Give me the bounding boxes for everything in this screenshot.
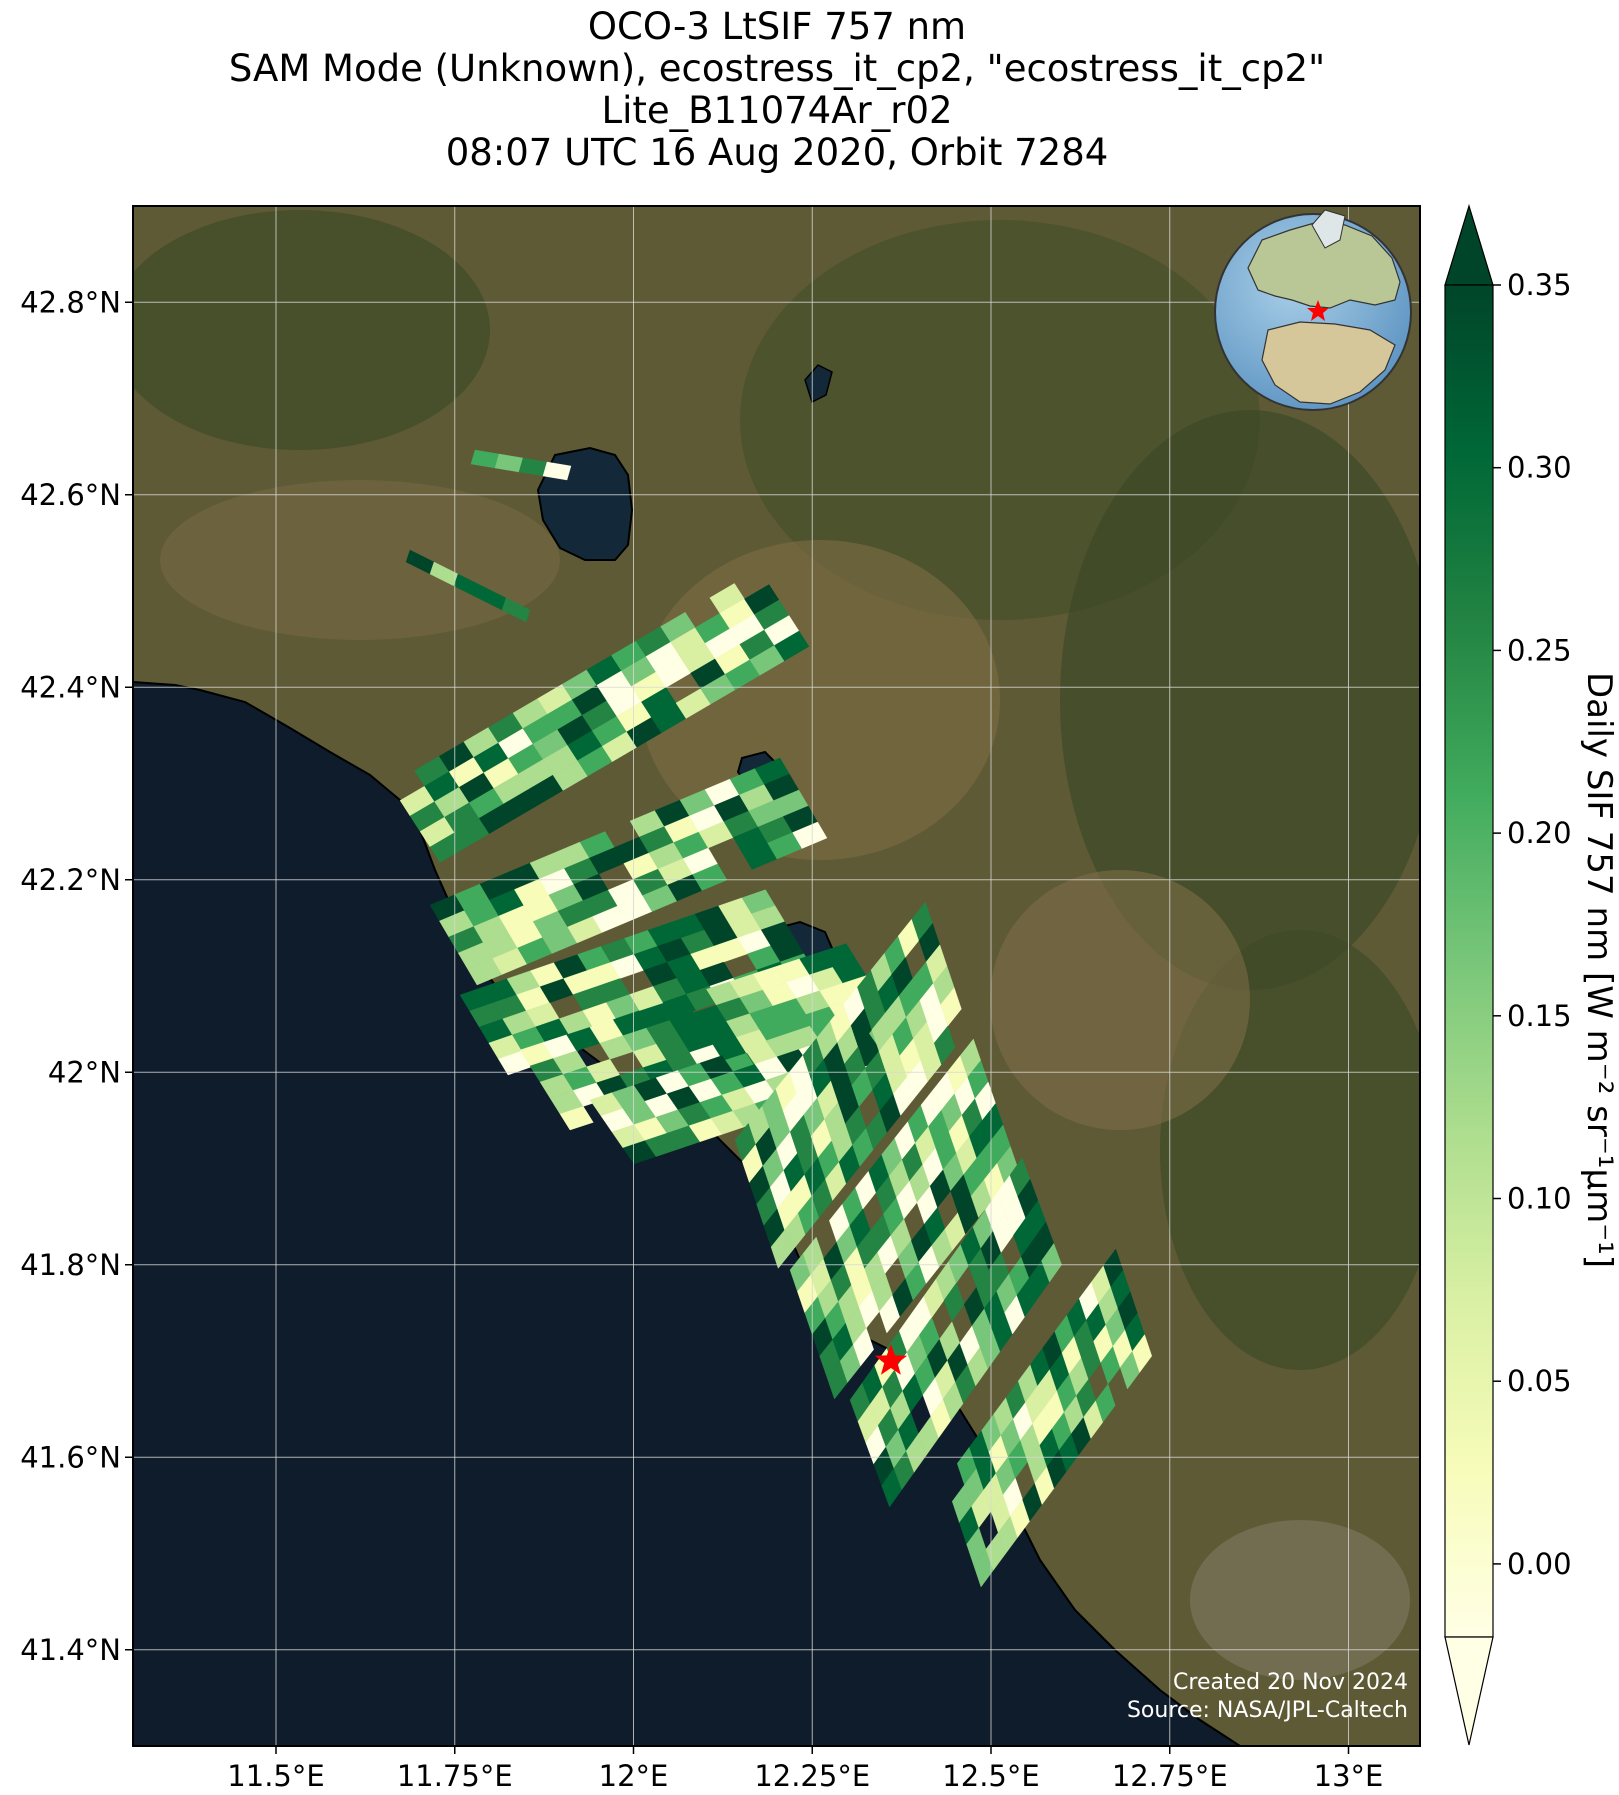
sif-sounding	[542, 461, 572, 481]
mountain-terrain	[1060, 410, 1420, 990]
title-line-1: OCO-3 LtSIF 757 nm	[587, 5, 967, 48]
sif-sounding	[1095, 1383, 1116, 1423]
lon-tick-label: 11.5°E	[227, 1759, 324, 1793]
colorbar-ticks: 0.35 0.30 0.25 0.20 0.15 0.10 0.05 0.00	[1493, 268, 1572, 1581]
colorbar: 0.35 0.30 0.25 0.20 0.15 0.10 0.05 0.00 Daily S…	[1444, 203, 1619, 1746]
sif-sounding	[852, 1327, 874, 1367]
valley-terrain	[990, 870, 1250, 1130]
colorbar-tick-label: 0.05	[1507, 1364, 1572, 1398]
globe-inset	[1214, 209, 1412, 411]
sif-sounding	[774, 630, 810, 662]
latitude-axis: 42.8°N 42.6°N 42.4°N 42.2°N 42°N 41.8°N 41.6°N…	[20, 285, 133, 1667]
lat-tick-label: 42.2°N	[20, 863, 121, 897]
lat-tick-label: 41.6°N	[20, 1440, 121, 1474]
colorbar-tick-label: 0.00	[1507, 1547, 1572, 1581]
title-line-3: Lite_B11074Ar_r02	[601, 89, 953, 132]
lat-tick-label: 41.4°N	[20, 1633, 121, 1667]
lat-tick-label: 42.6°N	[20, 478, 121, 512]
map-area: Created 20 Nov 2024 Source: NASA/JPL-Cal…	[133, 206, 1420, 1746]
colorbar-extend-top	[1444, 203, 1494, 286]
mountain-terrain	[133, 210, 490, 450]
colorbar-tick-label: 0.35	[1507, 268, 1572, 302]
lon-tick-label: 13°E	[1314, 1759, 1384, 1793]
colorbar-tick-label: 0.25	[1507, 633, 1572, 667]
lon-tick-label: 12.5°E	[942, 1759, 1039, 1793]
target-star-icon	[874, 1344, 908, 1375]
credit-source: Source: NASA/JPL-Caltech	[1127, 1698, 1408, 1723]
credit-created: Created 20 Nov 2024	[1173, 1670, 1408, 1695]
sif-sounding	[501, 597, 531, 623]
lon-tick-label: 12.75°E	[1112, 1759, 1228, 1793]
lon-tick-label: 12°E	[599, 1759, 669, 1793]
lat-tick-label: 42.4°N	[20, 670, 121, 704]
colorbar-body	[1444, 284, 1494, 1638]
lat-tick-label: 41.8°N	[20, 1248, 121, 1282]
lon-tick-label: 12.25°E	[754, 1759, 870, 1793]
title-line-4: 08:07 UTC 16 Aug 2020, Orbit 7284	[445, 131, 1109, 174]
colorbar-tick-label: 0.10	[1507, 1182, 1572, 1216]
valley-terrain	[160, 480, 560, 640]
sif-soundings	[399, 449, 1153, 1588]
lat-tick-label: 42.8°N	[20, 285, 121, 319]
colorbar-tick-label: 0.30	[1507, 451, 1572, 485]
target-marker	[874, 1344, 908, 1375]
colorbar-tick-label: 0.20	[1507, 816, 1572, 850]
lon-tick-label: 11.75°E	[397, 1759, 513, 1793]
colorbar-label: Daily SIF 757 nm [W m⁻² sr⁻¹μm⁻¹]	[1579, 672, 1619, 1268]
longitude-axis: 11.5°E 11.75°E 12°E 12.25°E 12.5°E 12.75°E 13°…	[227, 1746, 1383, 1793]
title-line-2: SAM Mode (Unknown), ecostress_it_cp2, "e…	[228, 47, 1326, 90]
globe-africa-land	[1261, 321, 1396, 405]
globe-europe-land	[1247, 221, 1401, 309]
sif-sounding	[933, 1025, 956, 1065]
lat-tick-label: 42°N	[48, 1055, 121, 1089]
sif-sounding	[940, 987, 962, 1027]
sif-sounding	[559, 1106, 594, 1131]
globe-target-marker	[1307, 300, 1329, 321]
globe-scandinavia	[1311, 209, 1346, 249]
map-frame	[132, 205, 1421, 1747]
gridlines	[133, 206, 1420, 1746]
sif-sounding	[1132, 1334, 1153, 1373]
urban-area	[1190, 1520, 1410, 1680]
colorbar-extend-bottom	[1444, 1636, 1494, 1746]
colorbar-tick-label: 0.15	[1507, 999, 1572, 1033]
sif-sounding	[792, 821, 828, 849]
